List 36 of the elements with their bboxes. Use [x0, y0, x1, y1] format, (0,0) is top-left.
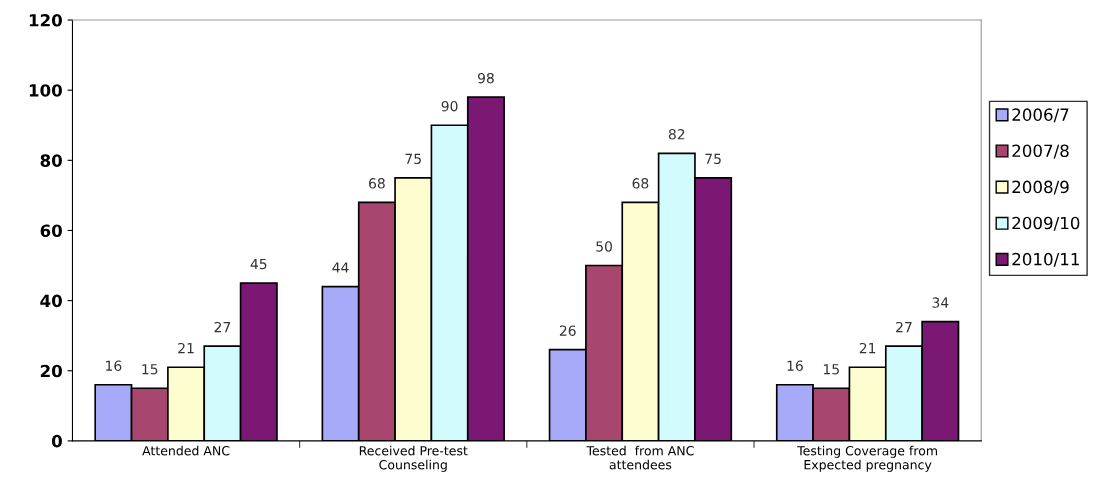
data-label: 26 — [559, 325, 576, 336]
data-label: 34 — [932, 297, 949, 308]
data-label: 98 — [477, 72, 494, 84]
y-tick-label: 100 — [29, 84, 62, 97]
y-tick-label: 60 — [40, 224, 62, 238]
data-label: 82 — [668, 129, 685, 140]
y-tick-label: 20 — [40, 364, 62, 378]
data-label: 16 — [787, 360, 803, 371]
x-tick-label: Testing Coverage from Expected pregnancy — [797, 445, 937, 472]
data-label: 90 — [441, 100, 458, 112]
legend-label: 2007/8 — [1012, 144, 1069, 159]
data-label: 15 — [142, 364, 158, 375]
data-label: 21 — [178, 342, 194, 354]
data-label: 44 — [332, 262, 349, 273]
data-label: 27 — [214, 321, 231, 333]
data-label: 27 — [896, 321, 912, 333]
x-tick-label: Tested from ANC attendees — [586, 445, 694, 470]
legend-label: 2006/7 — [1012, 108, 1069, 123]
data-label: 68 — [632, 178, 649, 189]
y-tick-label: 40 — [40, 294, 62, 308]
x-tick-label: Attended ANC — [142, 445, 230, 456]
legend-label: 2010/11 — [1012, 252, 1079, 267]
data-label: 15 — [823, 364, 839, 375]
legend-label: 2009/10 — [1012, 216, 1080, 231]
data-label: 45 — [250, 258, 267, 270]
data-label: 16 — [106, 360, 122, 371]
data-label: 75 — [705, 153, 721, 165]
y-tick-label: 0 — [51, 434, 62, 448]
data-label: 75 — [405, 153, 421, 165]
data-label: 21 — [859, 342, 876, 354]
data-label: 68 — [369, 178, 385, 189]
legend-label: 2008/9 — [1012, 180, 1069, 195]
data-label: 50 — [596, 241, 612, 252]
y-tick-label: 80 — [40, 154, 62, 167]
y-tick-label: 120 — [29, 14, 62, 27]
x-tick-label: Received Pre-test Counseling — [359, 445, 468, 472]
